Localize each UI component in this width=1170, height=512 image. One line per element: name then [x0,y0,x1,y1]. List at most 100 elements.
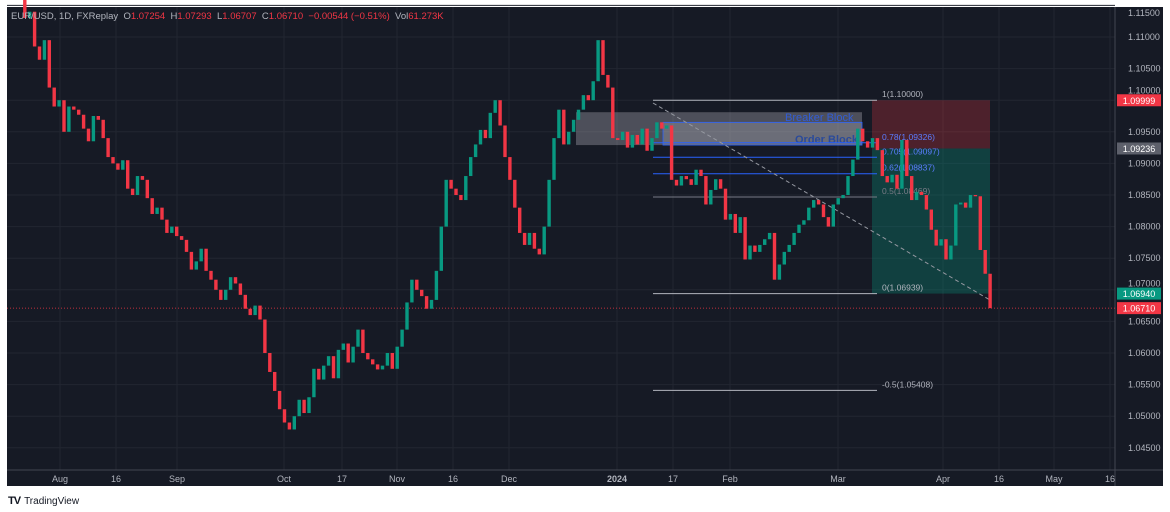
candle-down [287,422,292,430]
x-tick-label: Apr [936,474,950,484]
x-tick-label: Dec [501,474,518,484]
candle-down [821,204,826,218]
candle-down [317,368,321,380]
candle-up [292,416,296,430]
candle-up [199,248,203,262]
candle-up [42,40,47,60]
candle-down [96,116,100,120]
candle-down [111,157,115,164]
candle-down [963,202,968,208]
candle-up [297,399,301,417]
x-tick-label: May [1045,474,1063,484]
candle-up [228,277,233,290]
candle-down [885,176,889,183]
candle-down [753,245,757,252]
price-badge [1117,94,1161,107]
x-tick-label: 2024 [607,474,627,484]
candle-up [655,122,659,139]
candle-down [263,319,267,353]
fib-level-label: 0.62(1.08837) [882,163,935,173]
candle-down [277,390,282,410]
candle-down [150,198,154,214]
candle-up [900,140,904,189]
candle-up [709,189,713,205]
candle-down [699,169,703,177]
candle-up [576,109,581,120]
candle-up [67,106,71,132]
candle-down [179,236,184,240]
candle-down [865,141,870,148]
candle-up [630,134,635,148]
candle-up [473,144,478,158]
candle-down [861,128,865,142]
candle-down [238,283,243,295]
close-label: C [261,11,269,22]
candle-up [307,397,311,414]
candle-up [351,346,355,363]
candle-down [243,294,247,309]
x-tick-label: Aug [52,474,68,484]
candle-up [469,157,473,177]
candle-up [567,131,571,145]
y-tick-label: 1.10000 [1128,85,1161,95]
fib-level-label: -0.5(1.05408) [882,379,933,389]
candle-up [939,239,943,246]
candle-up [714,179,718,190]
candle-down [424,296,429,309]
candle-down [934,229,938,246]
candle-up [807,207,811,221]
candle-down [910,176,914,201]
candle-down [204,248,208,271]
candle-down [978,196,982,250]
x-tick-label: 16 [994,474,1004,484]
candle-up [410,279,414,303]
candle-down [258,305,262,320]
candle-down [988,273,992,309]
candle-up [959,202,963,205]
candle-down [924,195,929,210]
candle-down [302,399,306,414]
candle-down [189,251,194,270]
candle-up [782,251,786,265]
candle-down [498,100,502,126]
candle-down [106,138,110,158]
candle-up [478,129,483,145]
fib-level-label: 0.5(1.08469) [882,186,930,196]
candle-down [37,46,42,60]
fib-level-label: 0.705(1.09097) [882,146,940,156]
y-tick-label: 1.05000 [1128,411,1161,421]
candle-down [532,232,537,249]
fib-level-label: 0(1.06939) [882,283,923,293]
candle-down [733,213,737,233]
y-tick-label: 1.08000 [1128,222,1161,232]
candle-up [429,299,434,309]
candle-up [341,343,345,350]
high-value: 1.07293 [177,11,212,22]
candle-down [130,188,135,195]
candle-down [175,226,179,237]
symbol-label[interactable]: EUR/USD, 1D, FXReplay [11,11,119,22]
tradingview-logo[interactable]: TV TradingView [8,495,79,507]
candle-down [72,106,76,110]
candle-down [346,343,350,363]
candle-up [28,11,32,19]
price-badge [1117,142,1161,155]
candle-up [890,174,894,183]
candle-up [322,365,326,380]
candle-down [459,195,463,201]
candle-down [165,219,169,233]
y-tick-label: 1.09000 [1128,158,1161,168]
candle-up [650,138,654,151]
x-tick-label: Oct [277,474,292,484]
candle-down [660,122,664,129]
open-value: 1.07254 [130,11,166,22]
candle-down [875,138,880,151]
candle-down [420,289,424,297]
candle-down [184,239,189,252]
candle-down [616,138,620,141]
candle-down [371,359,375,365]
candle-up [488,112,492,139]
candle-down [562,109,566,145]
candle-up [395,346,399,369]
